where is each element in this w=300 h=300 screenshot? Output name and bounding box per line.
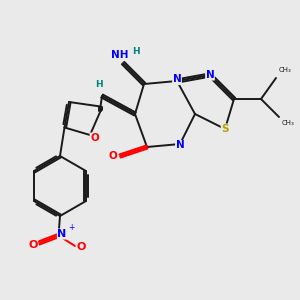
Text: O: O <box>108 151 117 161</box>
Text: O: O <box>76 242 86 253</box>
Text: H: H <box>95 80 103 89</box>
Text: CH₃: CH₃ <box>279 68 292 74</box>
Text: O: O <box>28 239 38 250</box>
Text: N: N <box>176 140 184 151</box>
Text: H: H <box>132 47 140 56</box>
Text: N: N <box>172 74 182 85</box>
Text: S: S <box>221 124 229 134</box>
Text: +: + <box>68 223 74 232</box>
Text: N: N <box>58 229 67 239</box>
Text: NH: NH <box>111 50 128 61</box>
Text: O: O <box>90 133 99 143</box>
Text: CH₃: CH₃ <box>282 120 295 126</box>
Text: N: N <box>206 70 214 80</box>
